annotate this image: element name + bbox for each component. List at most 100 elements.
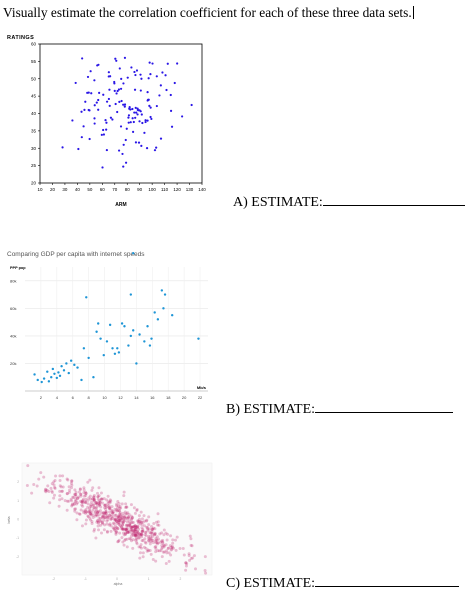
chart-c-point: [73, 509, 77, 513]
chart-c-point: [75, 502, 79, 506]
chart-c-point: [154, 559, 158, 563]
chart-a-point: [136, 113, 139, 116]
chart-a-point: [124, 138, 127, 142]
chart-c-point: [105, 498, 109, 502]
chart-c-point: [117, 515, 121, 519]
chart-c-point: [75, 518, 79, 522]
chart-c-point: [157, 549, 161, 553]
chart-c-xtick-label: 1: [148, 577, 150, 581]
chart-c-point: [74, 494, 78, 498]
chart-c-point: [115, 509, 119, 513]
chart-c-point: [120, 527, 124, 531]
chart-c-point: [117, 509, 121, 513]
chart-c-point: [150, 531, 154, 535]
chart-c-point: [141, 551, 145, 555]
chart-c-point: [124, 527, 128, 531]
chart-b-xlabel: Mb/s: [197, 385, 207, 390]
chart-c-point: [103, 516, 107, 520]
chart-c-point: [160, 547, 164, 551]
chart-c-point: [86, 505, 90, 509]
chart-c-point: [65, 492, 69, 496]
chart-c-point: [140, 535, 144, 539]
chart-c-point: [102, 518, 106, 522]
chart-c-point: [127, 516, 131, 520]
chart-c-point: [135, 529, 139, 533]
chart-c-point: [127, 530, 131, 534]
chart-b-point: [99, 337, 102, 340]
chart-c-point: [142, 524, 146, 528]
answer-b-blank[interactable]: [315, 400, 454, 413]
chart-c-point: [92, 527, 96, 531]
chart-c-point: [100, 520, 104, 524]
chart-c-point: [117, 519, 121, 523]
chart-c-point: [149, 540, 153, 544]
chart-c-point: [84, 493, 88, 497]
chart-c-point: [117, 519, 121, 523]
chart-a-point: [159, 84, 162, 87]
chart-c-point: [124, 528, 128, 532]
chart-b-point: [55, 376, 59, 380]
chart-c-point: [100, 521, 104, 525]
chart-c-point: [189, 557, 193, 561]
chart-a-point: [93, 104, 96, 107]
chart-c-point: [103, 503, 107, 507]
chart-a-point: [134, 141, 138, 144]
chart-c-point: [105, 530, 109, 534]
chart-c-point: [170, 547, 174, 551]
chart-c-point: [126, 529, 130, 533]
chart-c-point: [182, 553, 186, 557]
chart-c-point: [77, 495, 81, 499]
chart-a-point: [109, 116, 113, 119]
chart-c-point: [118, 531, 122, 535]
chart-a-point: [139, 73, 142, 76]
chart-c-point: [140, 529, 144, 533]
chart-c-point: [109, 524, 113, 528]
chart-b-point: [51, 367, 55, 371]
chart-b-xtick-label: 18: [166, 395, 171, 400]
chart-c-point: [116, 517, 120, 521]
answer-c-blank[interactable]: [315, 574, 460, 587]
chart-c-point: [72, 503, 76, 507]
chart-c-point: [130, 528, 134, 532]
answer-a-label: A) ESTIMATE:: [233, 195, 323, 210]
chart-c-point: [124, 506, 128, 510]
chart-c-point: [126, 515, 130, 519]
chart-c-point: [80, 500, 84, 504]
chart-c-point: [135, 540, 139, 544]
chart-c-point: [115, 530, 119, 534]
chart-c-point: [123, 528, 127, 532]
answer-a-blank[interactable]: [322, 193, 465, 206]
chart-c-point: [92, 506, 96, 510]
chart-c-point: [129, 514, 133, 518]
chart-c-point: [48, 501, 52, 505]
chart-c-point: [143, 519, 147, 523]
chart-b-point: [120, 322, 124, 325]
chart-c-point: [60, 497, 64, 501]
chart-c-point: [143, 530, 147, 534]
chart-c-point: [93, 511, 97, 515]
chart-c-point: [42, 475, 46, 479]
chart-a-point: [93, 79, 96, 82]
chart-c-point: [98, 516, 102, 520]
chart-c-point: [91, 516, 95, 520]
chart-c-point: [45, 488, 49, 492]
chart-c-point: [147, 536, 151, 540]
chart-c-point: [152, 521, 156, 525]
chart-c-point: [121, 511, 125, 515]
chart-c-point: [124, 516, 128, 520]
chart-b-point: [60, 365, 63, 368]
chart-c-point: [116, 527, 120, 531]
chart-a-point: [115, 59, 118, 62]
chart-c-point: [99, 523, 103, 527]
chart-c-point: [114, 519, 118, 523]
chart-c-point: [70, 486, 74, 490]
chart-c-point: [121, 523, 125, 527]
chart-b-point: [132, 329, 135, 332]
chart-c-point: [203, 569, 207, 573]
chart-c-point: [65, 508, 69, 512]
chart-a-point: [124, 161, 128, 164]
chart-c-point: [139, 533, 143, 537]
chart-c-point: [137, 534, 141, 538]
chart-c-point: [97, 516, 101, 520]
